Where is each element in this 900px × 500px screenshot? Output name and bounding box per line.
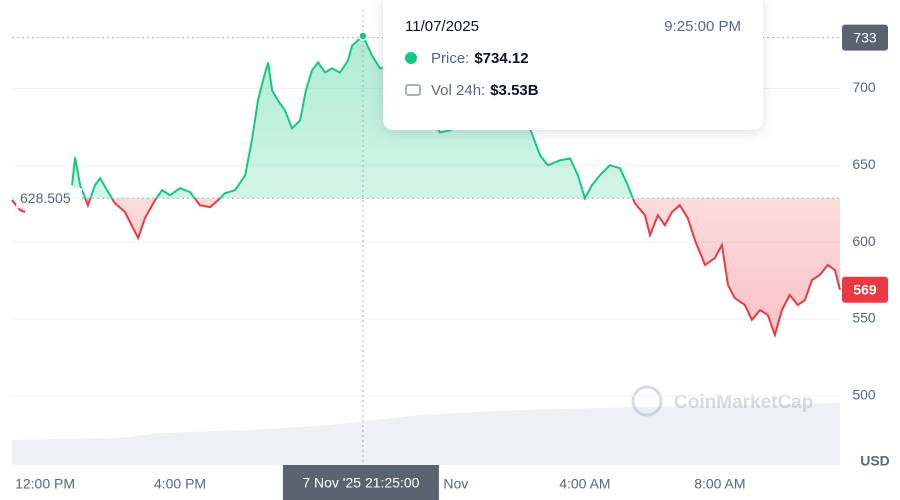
volume: $3.53B	[490, 81, 539, 99]
x-tick-label: 8 Nov	[432, 476, 469, 492]
crosshair-label-bg	[282, 465, 439, 500]
high-label: 733	[853, 29, 877, 45]
line-down	[84, 198, 841, 339]
baseline-label: 628.505	[20, 190, 71, 206]
volume-label: Vol 24h:	[431, 81, 486, 99]
line-down	[11, 199, 26, 214]
watermark-text: CoinMarketCap	[674, 392, 813, 413]
volume-area	[12, 403, 840, 465]
y-tick-label: 500	[852, 387, 876, 403]
price: $734.12	[474, 49, 529, 67]
y-tick-label: 600	[852, 233, 876, 249]
baseline-label-bg	[16, 188, 82, 209]
watermark: CoinMarketCap	[631, 385, 813, 417]
area-up	[72, 35, 633, 199]
y-tick-label: 650	[852, 156, 876, 172]
tooltip: 11/07/2025 9:25:00 PM Price: $734.12 Vol…	[383, 0, 763, 130]
x-tick-label: 8:00 AM	[694, 476, 745, 492]
current-label: 569	[853, 281, 877, 297]
currency: USD	[860, 453, 890, 469]
price-label: Price:	[431, 49, 470, 67]
crosshair-label: 7 Nov '25 21:25:00	[302, 475, 419, 491]
x-tick-label: 12:00 PM	[15, 476, 75, 492]
tooltip-time: 9:25:00 PM	[664, 17, 741, 35]
tooltip-date: 11/07/2025	[405, 17, 479, 35]
hover-dot	[358, 31, 368, 41]
area-down	[72, 198, 840, 335]
y-tick-label: 550	[852, 310, 876, 326]
x-tick-label: 4:00 PM	[154, 476, 206, 492]
y-tick-label: 700	[852, 79, 876, 95]
x-tick-label: 4:00 AM	[559, 476, 610, 492]
high-label-bg	[842, 24, 888, 51]
current-label-bg	[842, 276, 888, 303]
